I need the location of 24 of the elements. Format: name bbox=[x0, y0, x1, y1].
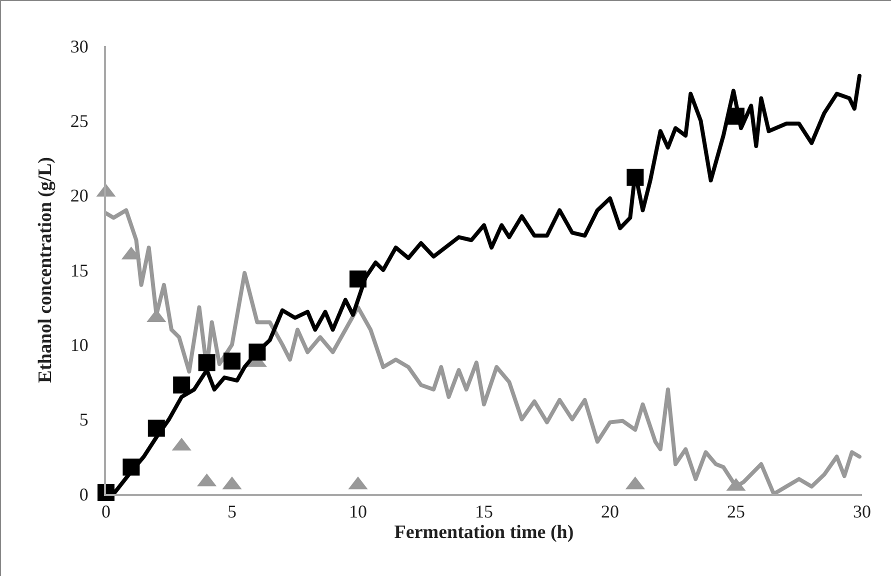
x-tick-label: 20 bbox=[601, 502, 619, 522]
x-tick-label: 10 bbox=[349, 502, 367, 522]
point bbox=[350, 270, 366, 288]
y-tick-label: 30 bbox=[70, 36, 88, 56]
x-tick-label: 30 bbox=[853, 502, 871, 522]
point bbox=[148, 420, 165, 437]
y-tick-label: 20 bbox=[70, 186, 88, 206]
point bbox=[728, 108, 744, 125]
y-axis-title: Ethanol concentration (g/L) bbox=[34, 157, 56, 383]
x-tick-label: 0 bbox=[102, 502, 110, 522]
y-tick-label: 15 bbox=[70, 260, 88, 280]
point bbox=[224, 352, 240, 370]
point bbox=[198, 354, 216, 372]
x-tick-label: 15 bbox=[475, 502, 493, 522]
point bbox=[626, 168, 644, 186]
y-tick-label: 25 bbox=[70, 110, 88, 131]
point bbox=[248, 344, 266, 361]
y-tick-label: 5 bbox=[79, 410, 88, 430]
y-tick-label: 10 bbox=[70, 334, 88, 355]
x-tick-label: 25 bbox=[727, 502, 745, 522]
point bbox=[173, 376, 190, 394]
y-tick-label: 0 bbox=[79, 484, 88, 504]
x-tick-label: 5 bbox=[228, 502, 236, 522]
x-axis-title: Fermentation time (h) bbox=[394, 522, 574, 543]
